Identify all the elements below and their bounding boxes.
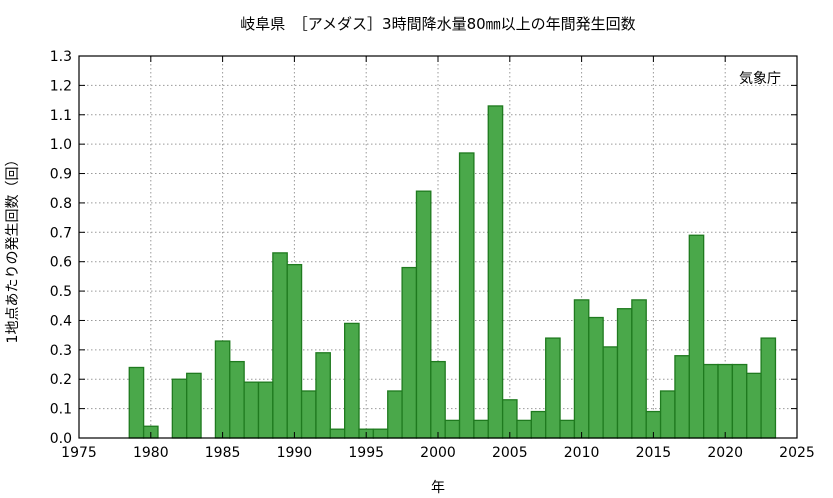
bar-1997 <box>387 390 403 439</box>
y-tick-label: 0.0 <box>50 431 72 447</box>
bar-1999 <box>415 190 432 439</box>
x-tick-label: 1980 <box>133 445 169 461</box>
bar-2008 <box>545 337 561 439</box>
bar-1982 <box>171 378 188 439</box>
bar-2011 <box>588 316 604 439</box>
bar-1988 <box>257 381 274 439</box>
y-tick-label: 0.4 <box>50 313 72 329</box>
bar-2014 <box>631 299 647 439</box>
bar-1990 <box>286 263 303 439</box>
y-tick-label: 0.6 <box>50 255 72 271</box>
chart-title: 岐阜県 ［アメダス］3時間降水量80㎜以上の年間発生回数 <box>240 15 635 33</box>
x-tick-label: 2020 <box>707 445 743 461</box>
y-tick-label: 0.8 <box>50 196 72 212</box>
bar-2021 <box>731 363 748 439</box>
bar-series <box>128 105 777 439</box>
x-tick-label: 1975 <box>61 445 97 461</box>
y-tick-label: 1.0 <box>50 137 72 153</box>
y-tick-label: 0.2 <box>50 372 72 388</box>
bar-2023 <box>760 337 777 439</box>
bar-2022 <box>746 372 762 439</box>
bar-2006 <box>516 419 532 439</box>
bar-1979 <box>128 366 145 439</box>
source-annotation: 気象庁 <box>739 71 781 87</box>
bar-2002 <box>458 152 475 439</box>
bar-1996 <box>372 428 389 439</box>
bar-2016 <box>659 390 676 439</box>
x-tick-label: 2000 <box>420 445 456 461</box>
y-tick-label: 0.7 <box>50 225 72 241</box>
bar-1987 <box>243 381 260 439</box>
bar-1998 <box>401 266 418 439</box>
x-tick-label: 1985 <box>205 445 241 461</box>
y-tick-label: 1.3 <box>50 49 72 65</box>
x-tick-label: 2025 <box>779 445 815 461</box>
bar-2004 <box>487 105 504 439</box>
bar-2009 <box>559 419 576 439</box>
x-tick-label: 1990 <box>277 445 313 461</box>
bar-2017 <box>674 355 690 439</box>
bar-1991 <box>300 390 317 439</box>
bar-2000 <box>430 360 446 439</box>
bar-1994 <box>344 322 360 439</box>
bar-1989 <box>272 252 288 439</box>
bar-2001 <box>444 419 461 439</box>
x-axis-tick-labels: 1975 1980 1985 1990 1995 2000 2005 2010 2015 2020… <box>61 445 815 461</box>
y-tick-label: 1.2 <box>50 78 72 94</box>
y-tick-label: 0.9 <box>50 167 72 183</box>
bar-2003 <box>473 419 489 439</box>
y-axis-tick-labels: 0.0 0.1 0.2 0.3 0.4 0.5 0.6 0.7 0.8 0.9 1.0 1.1 1.2 1… <box>50 49 72 447</box>
bar-2020 <box>717 363 734 439</box>
bar-1992 <box>315 352 331 439</box>
bar-2019 <box>703 363 719 439</box>
y-tick-label: 0.3 <box>50 343 72 359</box>
x-tick-label: 2015 <box>636 445 672 461</box>
bar-1983 <box>186 372 202 439</box>
x-axis-title: 年 <box>431 480 445 496</box>
axis-ticks <box>78 55 798 439</box>
y-tick-label: 0.5 <box>50 284 72 300</box>
x-tick-label: 2005 <box>492 445 528 461</box>
y-tick-label: 0.1 <box>50 402 72 418</box>
bar-2018 <box>688 234 705 439</box>
bar-1993 <box>329 428 346 439</box>
bar-1986 <box>229 360 245 439</box>
bar-2007 <box>530 410 547 439</box>
bar-1985 <box>214 340 231 439</box>
y-tick-label: 1.1 <box>50 108 72 124</box>
x-tick-label: 1995 <box>348 445 384 461</box>
y-axis-title: 1地点あたりの発生回数（回） <box>5 153 21 344</box>
bar-2010 <box>573 299 590 439</box>
bar-2012 <box>602 346 619 439</box>
x-tick-label: 2010 <box>564 445 600 461</box>
bar-2013 <box>616 308 633 439</box>
